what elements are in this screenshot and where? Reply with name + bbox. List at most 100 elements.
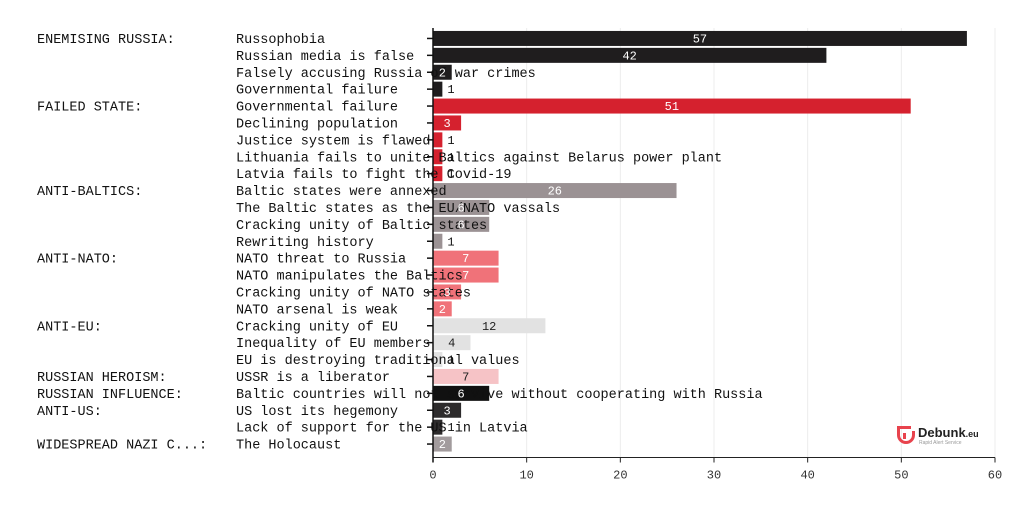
value-label: 1 xyxy=(447,235,454,249)
value-label: 3 xyxy=(443,117,450,131)
category-label: Baltic states were annexed xyxy=(236,185,447,200)
category-label: Russophobia xyxy=(236,33,325,48)
value-label: 3 xyxy=(443,286,450,300)
value-label: 1 xyxy=(447,83,454,97)
bar xyxy=(433,419,443,435)
category-label: NATO manipulates the Baltics xyxy=(236,270,463,285)
category-label: Baltic countries will not survive withou… xyxy=(236,388,763,403)
value-label: 7 xyxy=(462,370,469,384)
category-label: Latvia fails to fight the Covid-19 xyxy=(236,168,511,183)
x-tick-label: 10 xyxy=(519,469,533,483)
bar xyxy=(433,47,827,63)
category-label: Russian media is false xyxy=(236,50,414,65)
group-label: ENEMISING RUSSIA: xyxy=(37,33,175,48)
category-label: Governmental failure xyxy=(236,101,398,116)
debunk-logo: Debunk.eu Rapid Alert Service xyxy=(897,425,979,446)
bar xyxy=(433,368,499,384)
value-label: 7 xyxy=(462,252,469,266)
bar xyxy=(433,64,452,80)
group-label: ANTI-NATO: xyxy=(37,253,118,268)
value-label: 6 xyxy=(457,387,464,401)
bar xyxy=(433,318,546,334)
group-label: WIDESPREAD NAZI C...: xyxy=(37,439,207,454)
bar xyxy=(433,301,452,317)
value-label: 26 xyxy=(548,185,562,199)
category-label: Falsely accusing Russia of war crimes xyxy=(236,67,536,82)
value-label: 1 xyxy=(447,134,454,148)
bar xyxy=(433,267,499,283)
category-label: NATO threat to Russia xyxy=(236,253,406,268)
bar xyxy=(433,284,462,300)
value-label: 2 xyxy=(439,303,446,317)
bar xyxy=(433,436,452,452)
category-label: Inequality of EU members xyxy=(236,337,430,352)
category-label: Cracking unity of Baltic states xyxy=(236,219,487,234)
bar xyxy=(433,149,443,165)
x-tick-label: 20 xyxy=(613,469,627,483)
category-label: USSR is a liberator xyxy=(236,371,390,386)
x-tick-label: 40 xyxy=(800,469,814,483)
bar xyxy=(433,335,471,351)
value-label: 3 xyxy=(443,404,450,418)
bar xyxy=(433,385,490,401)
category-label: US lost its hegemony xyxy=(236,405,398,420)
x-tick-label: 50 xyxy=(894,469,908,483)
value-label: 1 xyxy=(447,168,454,182)
group-label: FAILED STATE: xyxy=(37,101,142,116)
group-label: ANTI-EU: xyxy=(37,320,102,335)
value-label: 57 xyxy=(693,32,707,46)
debunk-logo-icon xyxy=(897,426,915,444)
value-label: 42 xyxy=(622,49,636,63)
value-label: 2 xyxy=(439,66,446,80)
category-label: Declining population xyxy=(236,117,398,132)
logo-suffix: .eu xyxy=(966,429,979,439)
category-label: Governmental failure xyxy=(236,84,398,99)
bar xyxy=(433,115,462,131)
category-label: Lithuania fails to unite Baltics against… xyxy=(236,151,722,166)
svg-text:Debunk.eu: Debunk.eu xyxy=(918,425,979,440)
value-label: 51 xyxy=(665,100,679,114)
bar xyxy=(433,166,443,182)
bar xyxy=(433,30,967,46)
labels-layer: ENEMISING RUSSIA: Russophobia 57 Russian me… xyxy=(37,32,763,453)
group-label: RUSSIAN INFLUENCE: xyxy=(37,388,183,403)
x-tick-label: 60 xyxy=(988,469,1002,483)
bar xyxy=(433,199,490,215)
axis-layer: 0 10 20 30 40 50 60 xyxy=(427,28,1002,483)
bar xyxy=(433,98,911,114)
bar xyxy=(433,402,462,418)
bar xyxy=(433,352,443,368)
value-label: 2 xyxy=(439,438,446,452)
category-label: Justice system is flawed xyxy=(236,134,430,149)
value-label: 1 xyxy=(447,151,454,165)
group-label: RUSSIAN HEROISM: xyxy=(37,371,167,386)
category-label: NATO arsenal is weak xyxy=(236,303,398,318)
value-label: 6 xyxy=(457,218,464,232)
bars-layer xyxy=(433,30,967,452)
bar xyxy=(433,250,499,266)
bar xyxy=(433,233,443,249)
bar xyxy=(433,183,677,199)
category-label: Rewriting history xyxy=(236,236,374,251)
bar xyxy=(433,216,490,232)
x-tick-label: 0 xyxy=(429,469,436,483)
group-label: ANTI-US: xyxy=(37,405,102,420)
value-label: 7 xyxy=(462,269,469,283)
category-label: Cracking unity of EU xyxy=(236,320,398,335)
category-label: The Baltic states as the EU/NATO vassals xyxy=(236,202,560,217)
group-label: ANTI-BALTICS: xyxy=(37,185,142,200)
value-label: 12 xyxy=(482,320,496,334)
category-label: Lack of support for the US in Latvia xyxy=(236,422,528,437)
category-label: The Holocaust xyxy=(236,439,341,454)
value-label: 4 xyxy=(448,337,455,351)
value-label: 1 xyxy=(447,354,454,368)
bar xyxy=(433,81,443,97)
value-label: 6 xyxy=(457,201,464,215)
x-tick-label: 30 xyxy=(707,469,721,483)
category-label: Cracking unity of NATO states xyxy=(236,286,471,301)
logo-tagline: Rapid Alert Service xyxy=(919,440,962,446)
bar xyxy=(433,132,443,148)
value-label: 1 xyxy=(447,421,454,435)
logo-name: Debunk xyxy=(918,425,966,440)
